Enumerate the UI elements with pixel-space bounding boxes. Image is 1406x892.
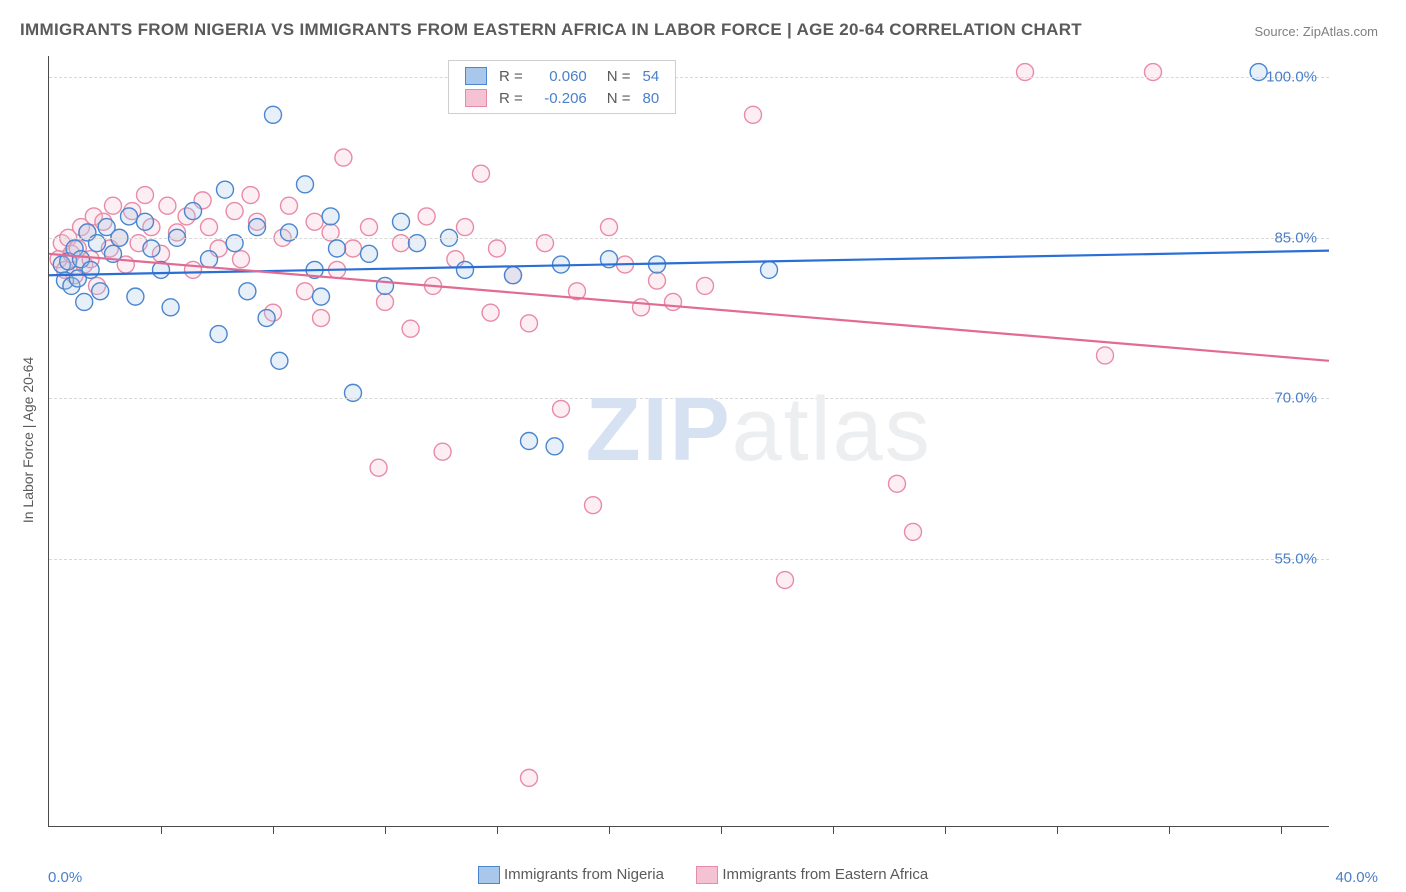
n-label: N = <box>607 68 631 85</box>
legend-row-eastern-africa: R = -0.206 N = 80 <box>459 87 665 109</box>
n-label: N = <box>607 90 631 107</box>
legend-item-nigeria: Immigrants from Nigeria <box>478 866 664 884</box>
r-value-eastern-africa: -0.206 <box>529 87 593 109</box>
r-label: R = <box>499 68 523 85</box>
legend-row-nigeria: R = 0.060 N = 54 <box>459 65 665 87</box>
y-axis-title: In Labor Force | Age 20-64 <box>20 357 36 523</box>
plot-area: 55.0% 70.0% 85.0% 100.0% <box>48 56 1329 827</box>
y-tick-label: 85.0% <box>1274 229 1317 246</box>
source-label: Source: ZipAtlas.com <box>1254 24 1378 39</box>
legend-swatch-nigeria-icon <box>478 866 500 884</box>
n-value-eastern-africa: 80 <box>637 87 666 109</box>
r-value-nigeria: 0.060 <box>529 65 593 87</box>
legend-correlation: R = 0.060 N = 54 R = -0.206 N = 80 <box>448 60 676 114</box>
legend-series: Immigrants from Nigeria Immigrants from … <box>0 866 1406 884</box>
y-tick-label: 70.0% <box>1274 390 1317 407</box>
legend-label-nigeria: Immigrants from Nigeria <box>504 866 664 883</box>
chart-title: IMMIGRANTS FROM NIGERIA VS IMMIGRANTS FR… <box>20 20 1082 40</box>
legend-item-eastern-africa: Immigrants from Eastern Africa <box>696 866 928 884</box>
chart-svg <box>49 56 1329 826</box>
legend-swatch-nigeria <box>465 67 487 85</box>
legend-swatch-eastern-africa-icon <box>696 866 718 884</box>
legend-swatch-eastern-africa <box>465 89 487 107</box>
x-tick-label-max: 40.0% <box>1335 869 1378 886</box>
n-value-nigeria: 54 <box>637 65 666 87</box>
y-tick-label: 55.0% <box>1274 550 1317 567</box>
legend-label-eastern-africa: Immigrants from Eastern Africa <box>722 866 928 883</box>
x-tick-label-min: 0.0% <box>48 869 82 886</box>
r-label: R = <box>499 90 523 107</box>
y-tick-label: 100.0% <box>1266 69 1317 86</box>
